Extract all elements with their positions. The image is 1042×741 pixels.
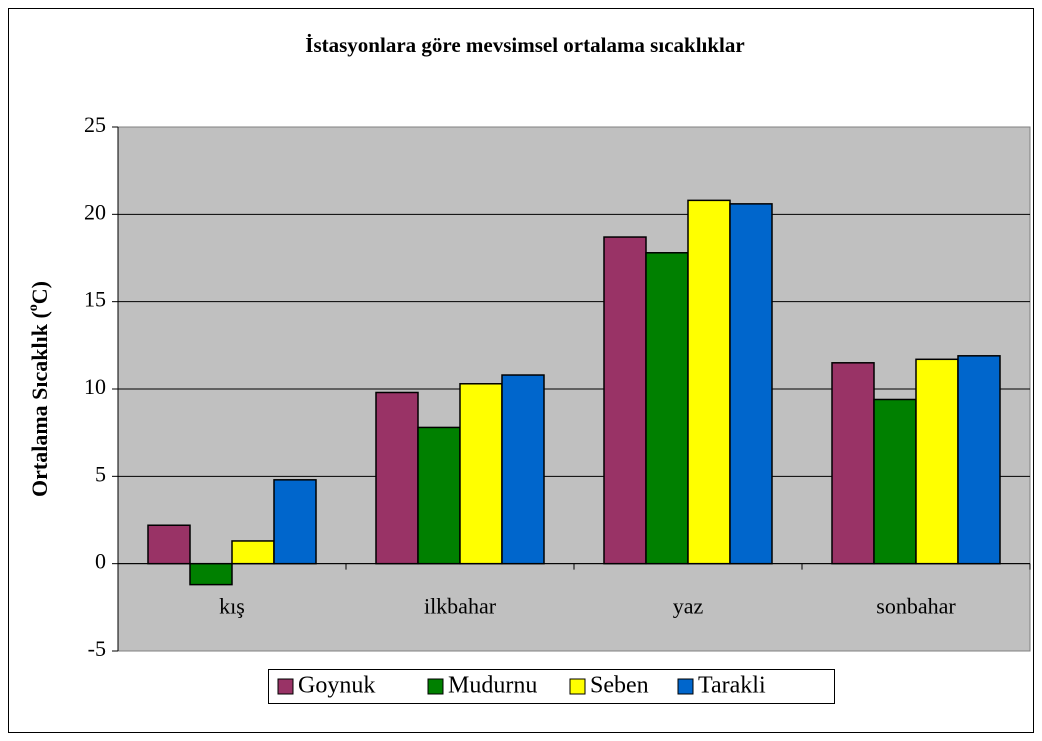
bar — [687, 199, 731, 565]
y-axis-label: Ortalama Sıcaklık (oC) — [26, 281, 52, 497]
y-axis-label-part: C) — [27, 281, 52, 304]
bar — [729, 203, 773, 565]
legend-swatch — [677, 678, 694, 695]
legend-label: Seben — [590, 673, 649, 699]
x-tick-label: ilkbahar — [424, 594, 497, 619]
bar — [957, 355, 1001, 565]
chart-title: İstasyonlara göre mevsimsel ortalama sıc… — [305, 33, 744, 57]
x-tick-label: sonbahar — [876, 594, 956, 619]
bar — [417, 426, 461, 565]
bar — [273, 479, 317, 565]
bar — [603, 236, 647, 565]
legend-label: Goynuk — [298, 673, 375, 699]
y-axis-label-part: Ortalama Sıcaklık ( — [27, 311, 52, 497]
bar — [831, 362, 875, 565]
bar — [231, 540, 275, 565]
x-tick-label: yaz — [673, 594, 704, 619]
y-tick-label: 0 — [95, 549, 106, 574]
y-tick-label: -5 — [88, 636, 106, 661]
x-tick-label: kış — [219, 594, 245, 619]
y-tick-label: 20 — [84, 199, 106, 224]
legend-swatch — [569, 678, 586, 695]
legend-swatch — [427, 678, 444, 695]
bar — [645, 252, 689, 565]
legend-label: Tarakli — [698, 673, 766, 699]
bar — [459, 383, 503, 565]
bar — [147, 524, 191, 565]
bar — [501, 374, 545, 565]
bar — [189, 562, 233, 586]
y-tick-label: 10 — [84, 374, 106, 399]
y-tick-label: 15 — [84, 287, 106, 312]
legend-label: Mudurnu — [448, 673, 537, 699]
bar — [375, 391, 419, 565]
y-tick-label: 5 — [95, 461, 106, 486]
bar — [873, 398, 917, 565]
y-tick-label: 25 — [84, 112, 106, 137]
legend-box — [268, 669, 835, 704]
legend-swatch — [277, 678, 294, 695]
y-axis-label-sup: o — [26, 304, 41, 311]
bar — [915, 358, 959, 565]
